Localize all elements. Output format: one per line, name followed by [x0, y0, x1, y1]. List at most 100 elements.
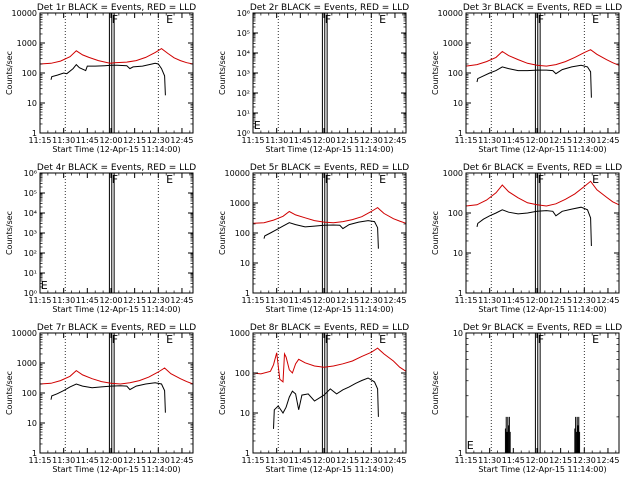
y-tick-label: 1000 — [230, 329, 250, 338]
x-tick-label: 11:15 — [454, 136, 477, 145]
x-tick-label: 12:15 — [336, 136, 359, 145]
x-tick-label: 11:30 — [265, 296, 288, 305]
plot-frame — [252, 12, 407, 134]
marker-f: F — [112, 173, 118, 186]
y-tick-label: 1000 — [443, 39, 463, 48]
x-tick-label: 11:30 — [52, 456, 75, 465]
x-axis-label: Start Time (12-Apr-15 11:14:00) — [265, 305, 393, 314]
events-series-line — [476, 64, 592, 98]
marker-f: F — [538, 13, 544, 26]
x-tick-label: 12:45 — [170, 456, 193, 465]
y-tick-label: 10⁶ — [24, 169, 37, 178]
x-tick-label: 12:00 — [312, 136, 335, 145]
x-axis-label: Start Time (12-Apr-15 11:14:00) — [265, 465, 393, 474]
plot-frame — [252, 332, 407, 454]
plot-frame — [465, 332, 620, 454]
x-tick-label: 12:30 — [360, 456, 383, 465]
panel-title: Det 5r BLACK = Events, RED = LLD — [250, 163, 409, 173]
x-tick-label: 12:00 — [312, 456, 335, 465]
y-tick-label: 10000 — [12, 329, 37, 338]
x-tick-label: 12:45 — [596, 456, 619, 465]
x-tick-label: 12:00 — [99, 136, 122, 145]
y-tick-label: 10⁵ — [237, 29, 250, 38]
x-tick-label: 11:45 — [289, 296, 312, 305]
y-tick-label: 10⁰ — [237, 129, 250, 138]
y-axis-label: Counts/sec — [218, 371, 227, 415]
y-axis-label: Counts/sec — [218, 211, 227, 255]
y-tick-label: 10² — [237, 89, 250, 98]
x-tick-label: 11:30 — [478, 136, 501, 145]
marker-f: F — [325, 333, 331, 346]
x-tick-label: 12:15 — [336, 296, 359, 305]
y-axis-label: Counts/sec — [431, 211, 440, 255]
marker-f: F — [538, 173, 544, 186]
x-tick-label: 12:15 — [336, 456, 359, 465]
y-tick-label: 100 — [235, 369, 250, 378]
y-tick-label: 10³ — [24, 229, 37, 238]
x-tick-label: 12:45 — [383, 136, 406, 145]
y-tick-label: 1 — [245, 289, 250, 298]
marker-e: E — [592, 173, 599, 186]
x-tick-label: 11:45 — [76, 136, 99, 145]
x-tick-label: 11:45 — [502, 296, 525, 305]
y-tick-label: 1000 — [443, 169, 463, 178]
x-tick-label: 11:30 — [52, 296, 75, 305]
y-tick-label: 1000 — [17, 39, 37, 48]
marker-e: E — [166, 333, 173, 346]
y-tick-label: 10 — [240, 409, 250, 418]
x-tick-label: 12:15 — [123, 456, 146, 465]
events-series-line — [476, 206, 592, 247]
x-tick-label: 11:30 — [265, 456, 288, 465]
y-tick-label: 10³ — [237, 69, 250, 78]
x-tick-label: 12:30 — [147, 296, 170, 305]
y-axis-label: Counts/sec — [5, 51, 14, 95]
y-tick-label: 10² — [24, 249, 37, 258]
x-tick-label: 11:30 — [478, 456, 501, 465]
x-tick-label: 11:30 — [478, 296, 501, 305]
lld-series-line — [252, 206, 407, 224]
x-tick-label: 12:30 — [360, 296, 383, 305]
plot-frame — [465, 172, 620, 294]
x-tick-label: 11:30 — [265, 136, 288, 145]
marker-f: F — [112, 13, 118, 26]
x-tick-label: 11:15 — [28, 456, 51, 465]
lld-series-line — [465, 49, 620, 67]
x-tick-label: 12:30 — [147, 456, 170, 465]
x-tick-label: 12:30 — [573, 296, 596, 305]
y-tick-label: 10⁴ — [24, 209, 37, 218]
marker-e: E — [592, 333, 599, 346]
x-tick-label: 12:30 — [147, 136, 170, 145]
y-tick-label: 10¹ — [237, 109, 250, 118]
y-tick-label: 1 — [32, 449, 37, 458]
y-tick-label: 10⁶ — [237, 9, 250, 18]
x-axis-label: Start Time (12-Apr-15 11:14:00) — [265, 145, 393, 154]
y-tick-label: 100 — [448, 209, 463, 218]
panel-title: Det 6r BLACK = Events, RED = LLD — [463, 163, 622, 173]
events-series-line — [50, 382, 166, 413]
lld-series-line — [465, 180, 620, 207]
x-tick-label: 11:45 — [502, 136, 525, 145]
y-tick-label: 1000 — [17, 359, 37, 368]
x-tick-label: 12:15 — [549, 296, 572, 305]
y-tick-label: 10000 — [12, 9, 37, 18]
x-tick-label: 12:15 — [123, 136, 146, 145]
y-axis-label: Counts/sec — [5, 211, 14, 255]
x-tick-label: 12:15 — [123, 296, 146, 305]
lld-series-line — [252, 347, 407, 383]
marker-e: E — [166, 173, 173, 186]
x-tick-label: 11:15 — [241, 136, 264, 145]
y-tick-label: 1 — [458, 129, 463, 138]
x-tick-label: 11:15 — [454, 456, 477, 465]
y-tick-label: 1 — [245, 449, 250, 458]
marker-f: F — [112, 333, 118, 346]
x-axis-label: Start Time (12-Apr-15 11:14:00) — [52, 305, 180, 314]
events-series-line — [263, 220, 379, 249]
